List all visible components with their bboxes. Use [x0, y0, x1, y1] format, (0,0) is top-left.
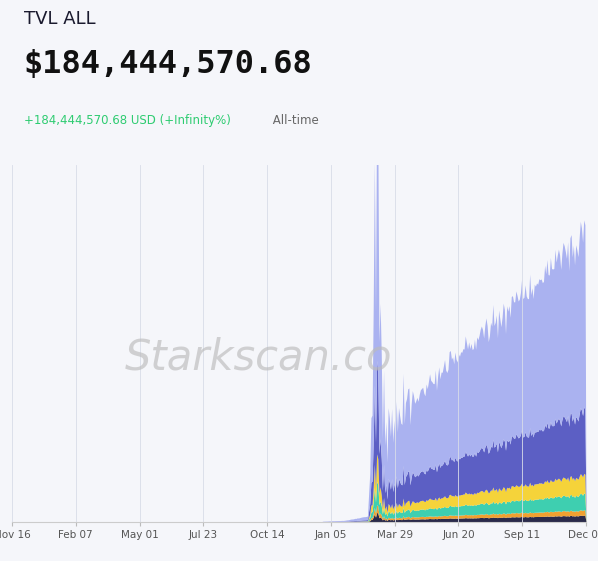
- Text: $184,444,570.68: $184,444,570.68: [24, 49, 313, 80]
- Text: All-time: All-time: [269, 113, 319, 127]
- Text: TVL ALL: TVL ALL: [24, 10, 96, 28]
- Text: Starkscan.co: Starkscan.co: [125, 337, 392, 379]
- Text: +184,444,570.68 USD (+Infinity%): +184,444,570.68 USD (+Infinity%): [24, 113, 231, 127]
